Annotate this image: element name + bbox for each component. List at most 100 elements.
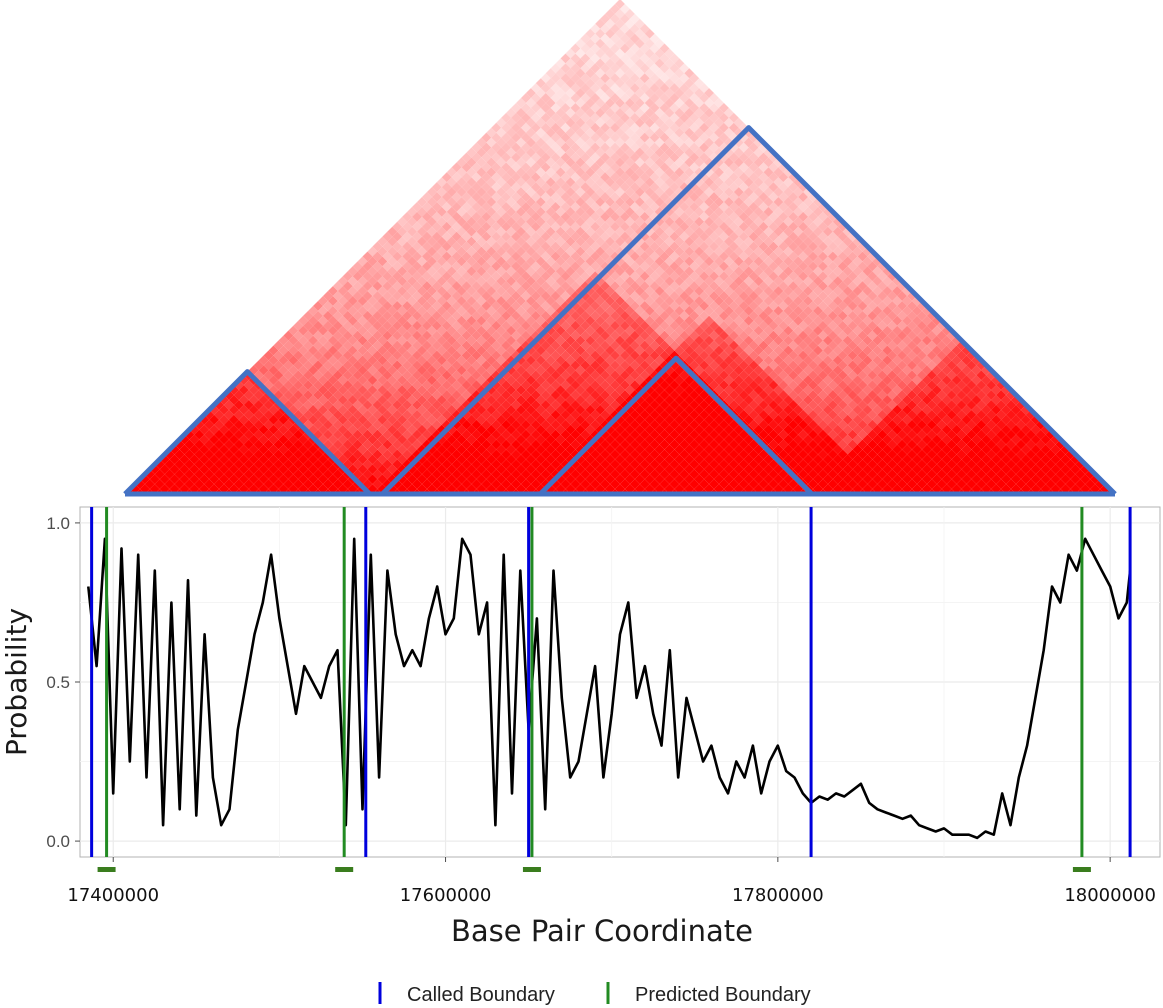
- heatmap-cell: [298, 444, 309, 455]
- heatmap-cell: [580, 479, 591, 490]
- heatmap-cell: [585, 117, 596, 128]
- heatmap-cell: [570, 459, 581, 470]
- heatmap-cell: [605, 58, 616, 69]
- heatmap-cell: [535, 464, 546, 475]
- heatmap-cell: [535, 78, 546, 89]
- heatmap-cell: [1006, 429, 1016, 440]
- heatmap-cell: [773, 187, 784, 197]
- heatmap-cell: [743, 216, 754, 227]
- heatmap-cell: [481, 162, 492, 173]
- heatmap-cell: [728, 112, 739, 123]
- heatmap-cell: [941, 345, 952, 356]
- heatmap-cell: [516, 206, 526, 217]
- heatmap-cell: [867, 360, 878, 371]
- heatmap-cell: [669, 112, 680, 123]
- heatmap-cell: [664, 424, 675, 435]
- heatmap-cell: [892, 296, 903, 306]
- heatmap-cell: [694, 167, 705, 178]
- heatmap-cell: [382, 449, 393, 460]
- heatmap-cell: [446, 305, 457, 316]
- heatmap-cell: [728, 271, 739, 282]
- heatmap-cell: [738, 251, 749, 262]
- heatmap-cell: [728, 439, 739, 450]
- heatmap-cell: [516, 424, 526, 435]
- heatmap-cell: [446, 434, 457, 445]
- heatmap-cell: [431, 221, 442, 232]
- heatmap-cell: [506, 216, 517, 227]
- heatmap-cell: [936, 459, 947, 470]
- heatmap-cell: [827, 310, 838, 321]
- heatmap-cell: [610, 122, 620, 133]
- heatmap-cell: [783, 335, 794, 346]
- heatmap-cell: [516, 286, 526, 296]
- heatmap-cell: [912, 325, 922, 336]
- heatmap-cell: [516, 404, 526, 415]
- heatmap-cell: [382, 469, 393, 480]
- heatmap-cell: [852, 236, 863, 247]
- heatmap-cell: [258, 454, 269, 465]
- heatmap-cell: [466, 187, 477, 197]
- heatmap-cell: [615, 107, 625, 118]
- heatmap-cell: [644, 177, 655, 188]
- heatmap-cell: [803, 434, 814, 445]
- heatmap-cell: [585, 256, 596, 267]
- heatmap-cell: [382, 251, 393, 262]
- heatmap-cell: [842, 246, 853, 257]
- heatmap-cell: [887, 281, 898, 292]
- heatmap-cell: [877, 380, 888, 391]
- heatmap-cell: [763, 197, 774, 207]
- heatmap-cell: [332, 419, 343, 430]
- heatmap-cell: [917, 399, 927, 410]
- heatmap-cell: [813, 404, 823, 415]
- heatmap-cell: [714, 117, 724, 128]
- heatmap-cell: [926, 419, 937, 430]
- heatmap-cell: [803, 395, 814, 405]
- heatmap-cell: [818, 380, 828, 391]
- heatmap-cell: [610, 380, 620, 391]
- heatmap-cell: [298, 375, 309, 386]
- heatmap-cell: [431, 310, 442, 321]
- heatmap-cell: [709, 221, 719, 232]
- heatmap-cell: [639, 251, 650, 262]
- heatmap-cell: [634, 325, 645, 336]
- heatmap-cell: [516, 127, 526, 138]
- heatmap-cell: [1006, 469, 1016, 480]
- heatmap-cell: [704, 157, 715, 168]
- heatmap-cell: [733, 147, 744, 158]
- heatmap-cell: [788, 211, 799, 222]
- heatmap-cell: [575, 147, 586, 158]
- heatmap-cell: [867, 271, 878, 282]
- heatmap-cell: [758, 261, 769, 272]
- heatmap-cell: [580, 182, 591, 193]
- heatmap-cell: [530, 132, 541, 143]
- heatmap-cell: [605, 404, 616, 415]
- heatmap-cell: [704, 167, 715, 178]
- heatmap-cell: [793, 197, 804, 207]
- heatmap-cell: [654, 414, 665, 425]
- heatmap-cell: [610, 310, 620, 321]
- heatmap-cell: [615, 365, 625, 376]
- heatmap-cell: [837, 231, 848, 242]
- heatmap-cell: [669, 419, 680, 430]
- heatmap-cell: [634, 256, 645, 267]
- heatmap-cell: [818, 310, 828, 321]
- heatmap-cell: [595, 286, 606, 296]
- heatmap-cell: [580, 320, 591, 331]
- heatmap-cell: [709, 459, 719, 470]
- heatmap-cell: [694, 385, 705, 395]
- heatmap-cell: [793, 424, 804, 435]
- heatmap-cell: [907, 380, 917, 391]
- heatmap-cell: [709, 449, 719, 460]
- heatmap-cell: [639, 350, 650, 361]
- heatmap-cell: [892, 315, 903, 326]
- heatmap-cell: [540, 449, 551, 460]
- heatmap-cell: [580, 261, 591, 272]
- heatmap-cell: [664, 187, 675, 197]
- heatmap-cell: [738, 330, 749, 341]
- heatmap-cell: [803, 335, 814, 346]
- heatmap-cell: [654, 197, 665, 207]
- heatmap-cell: [565, 226, 576, 237]
- heatmap-cell: [664, 266, 675, 277]
- heatmap-cell: [956, 390, 967, 400]
- heatmap-cell: [827, 261, 838, 272]
